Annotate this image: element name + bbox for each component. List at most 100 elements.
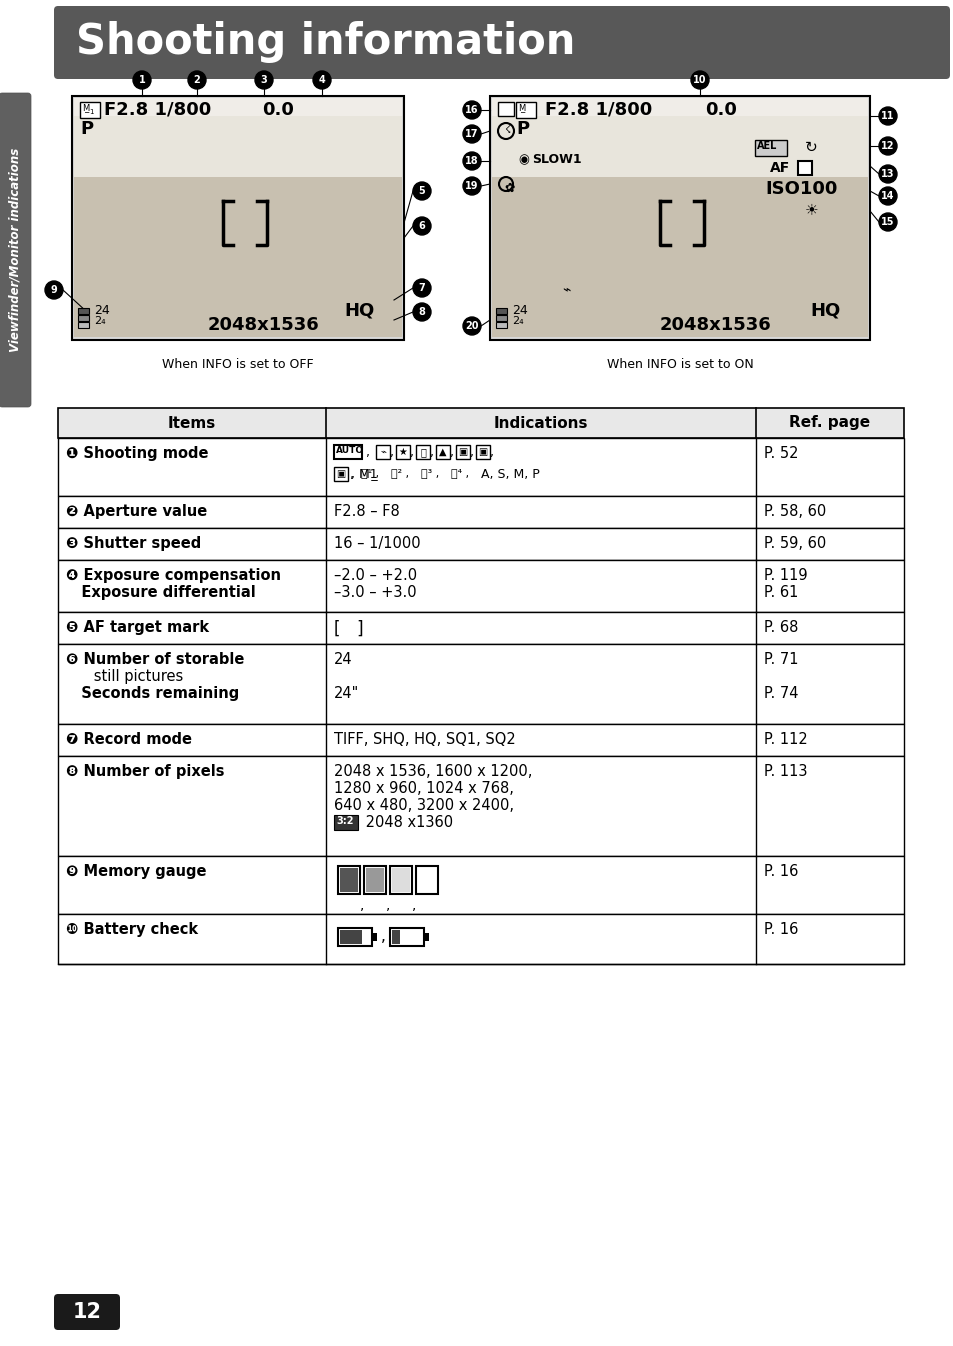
Text: ❸ Shutter speed: ❸ Shutter speed [66,536,201,551]
Circle shape [462,178,480,195]
Circle shape [132,71,151,89]
Text: ,: , [490,446,494,459]
Text: A, S, M, P: A, S, M, P [480,468,539,481]
Text: F2.8 1/800: F2.8 1/800 [104,101,211,118]
Bar [58,495,903,528]
Text: AUTO: AUTO [335,446,364,455]
Bar [58,914,903,964]
Circle shape [413,303,431,320]
Text: When INFO is set to ON: When INFO is set to ON [606,358,753,371]
Bar [366,868,384,892]
Text: ❺ AF target mark: ❺ AF target mark [66,621,209,635]
Text: ,: , [430,446,434,459]
Circle shape [878,213,896,232]
Text: ⬜⁴ ,: ⬜⁴ , [451,468,469,478]
Text: HQ: HQ [809,302,840,320]
Bar [423,933,429,941]
Bar [416,446,430,459]
Bar [754,140,786,156]
Text: ❼ Record mode: ❼ Record mode [66,732,192,747]
Text: 2048 x1360: 2048 x1360 [360,814,453,830]
FancyBboxPatch shape [54,1294,120,1330]
Bar [490,96,869,341]
Bar [392,868,410,892]
Text: ◉: ◉ [517,153,528,166]
Text: ❻ Number of storable: ❻ Number of storable [66,651,244,668]
Bar [436,446,450,459]
Text: ,: , [470,446,474,459]
Text: ❷ Aperture value: ❷ Aperture value [66,503,207,520]
Text: P. 61: P. 61 [763,586,798,600]
Circle shape [45,281,63,299]
Text: P. 119: P. 119 [763,568,807,583]
Text: ⛰: ⛰ [419,447,425,458]
Text: M̲: M̲ [82,104,90,112]
Text: Items: Items [168,416,216,431]
Text: Ref. page: Ref. page [789,416,870,431]
Text: ★: ★ [398,447,407,458]
Text: 12: 12 [881,141,894,151]
Bar [74,98,401,179]
Text: –3.0 – +3.0: –3.0 – +3.0 [334,586,416,600]
Text: P. 68: P. 68 [763,621,798,635]
Bar [492,98,867,116]
Text: P: P [80,120,93,139]
Text: ,: , [386,898,390,913]
Bar [496,315,506,320]
Text: 0.0: 0.0 [262,101,294,118]
FancyBboxPatch shape [54,5,949,79]
Text: ,: , [390,446,394,459]
Text: AEL: AEL [757,141,777,151]
Text: ▣: ▣ [477,447,487,458]
Text: 10: 10 [693,75,706,85]
Text: 1: 1 [89,109,93,114]
Text: ↻: ↻ [804,140,817,155]
Text: 17: 17 [465,129,478,139]
Bar [496,322,506,328]
Bar [390,865,412,894]
Text: , M1̲: , M1̲ [351,467,377,481]
Text: When INFO is set to OFF: When INFO is set to OFF [162,358,314,371]
Text: 3: 3 [260,75,267,85]
Text: TIFF, SHQ, HQ, SQ1, SQ2: TIFF, SHQ, HQ, SQ1, SQ2 [334,732,516,747]
Text: Seconds remaining: Seconds remaining [66,686,239,701]
Text: P. 71: P. 71 [763,651,798,668]
Text: –2.0 – +2.0: –2.0 – +2.0 [334,568,416,583]
Text: [ ]: [ ] [334,621,363,638]
Bar [337,927,372,946]
Text: F2.8 1/800: F2.8 1/800 [544,101,652,118]
Text: P. 113: P. 113 [763,765,806,779]
Text: SLOW1: SLOW1 [532,153,581,166]
Circle shape [690,71,708,89]
Text: ,: , [410,446,414,459]
Text: 16 – 1/1000: 16 – 1/1000 [334,536,420,551]
Bar [390,927,423,946]
Text: P. 16: P. 16 [763,864,798,879]
Text: ▣: ▣ [457,447,467,458]
Text: ☇: ☇ [503,125,510,135]
Text: 2₄: 2₄ [94,316,106,326]
Text: ⌁: ⌁ [561,283,570,296]
Bar [58,612,903,643]
Text: ❹ Exposure compensation: ❹ Exposure compensation [66,568,281,583]
Circle shape [313,71,331,89]
Text: 2048x1536: 2048x1536 [659,316,771,334]
Bar [58,528,903,560]
Text: ❽ Number of pixels: ❽ Number of pixels [66,765,224,779]
Bar [78,315,89,320]
Text: ⬜³ ,: ⬜³ , [420,468,438,478]
Bar [516,102,536,118]
Text: HQ: HQ [344,302,374,320]
Text: ⌁: ⌁ [379,447,386,458]
Text: ❶ Shooting mode: ❶ Shooting mode [66,446,209,460]
Bar [334,814,357,830]
Circle shape [462,152,480,170]
Bar [339,868,357,892]
Text: still pictures: still pictures [66,669,183,684]
Circle shape [188,71,206,89]
Text: 2: 2 [193,75,200,85]
Text: 19: 19 [465,180,478,191]
Bar [58,856,903,914]
Text: 24: 24 [512,304,527,318]
Text: 2048 x 1536, 1600 x 1200,: 2048 x 1536, 1600 x 1200, [334,765,532,779]
